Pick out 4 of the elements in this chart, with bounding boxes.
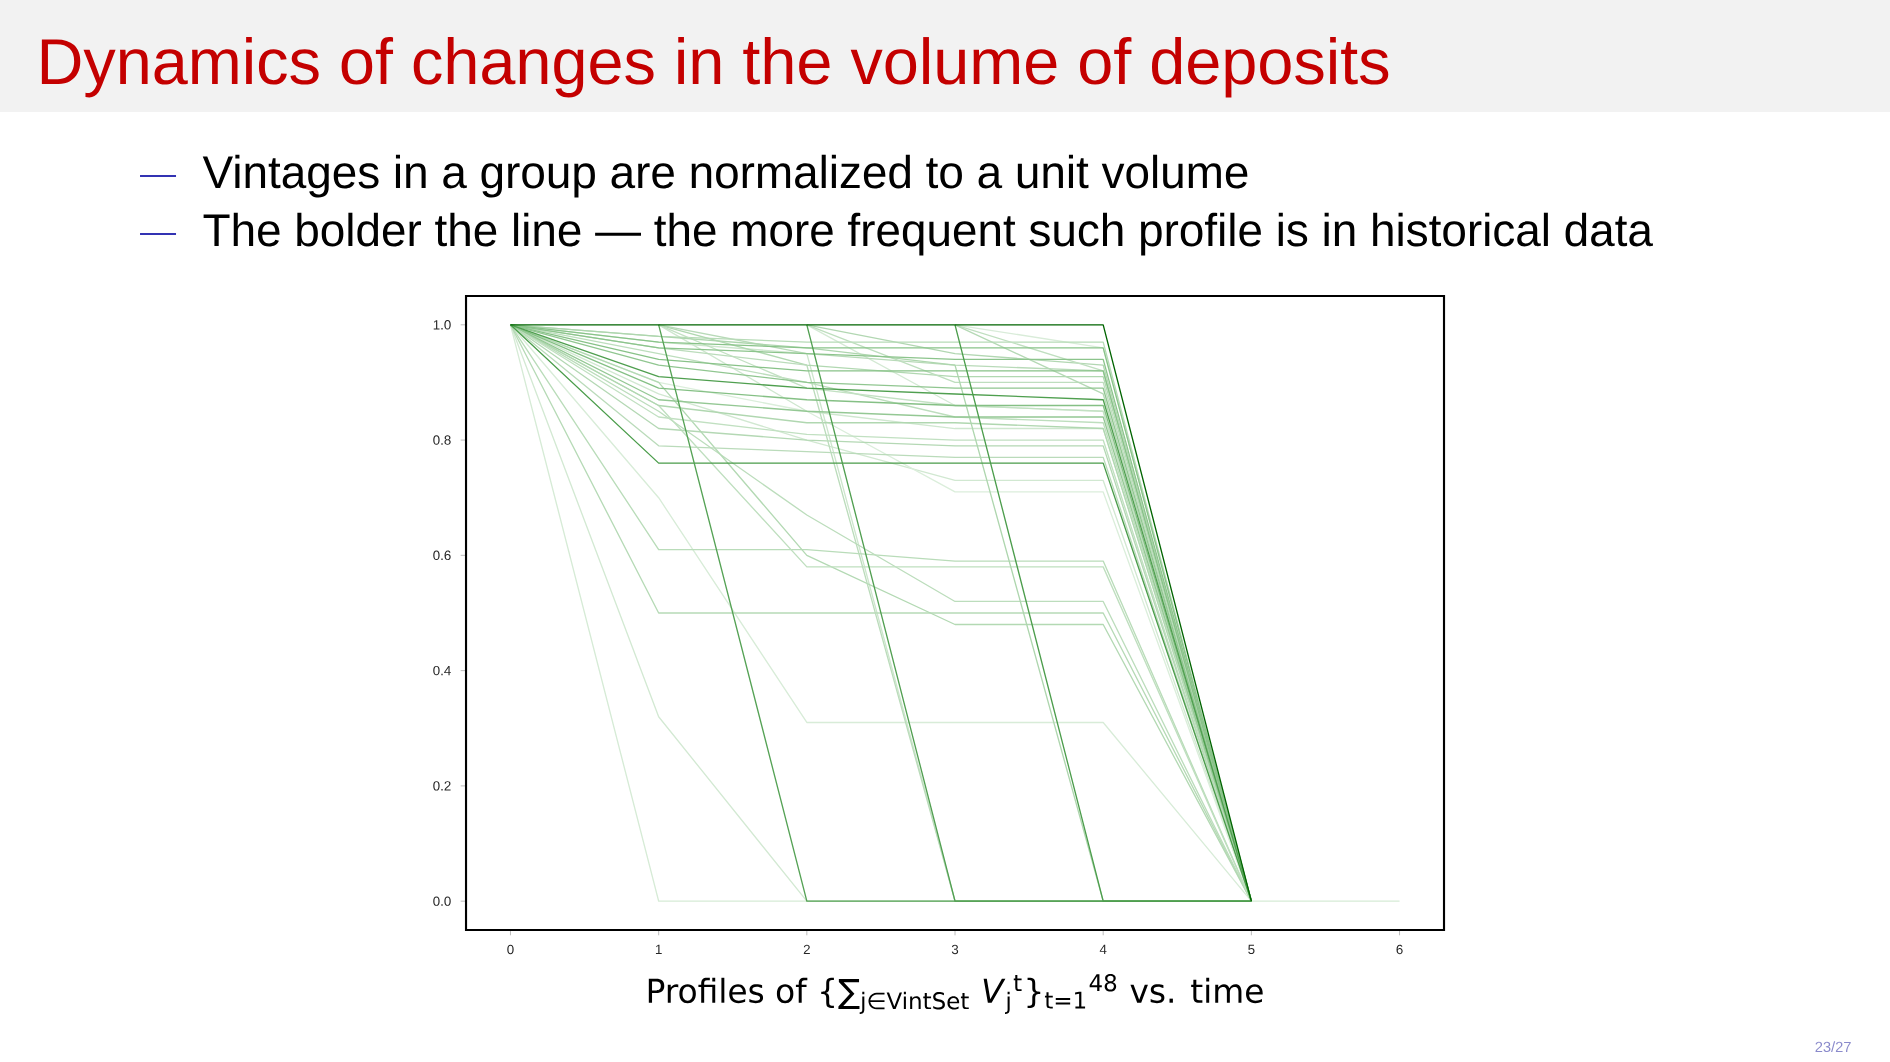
text: Vintages in a group are normalized to a unit volume bbox=[202, 154, 1248, 198]
chart-title: Dynamics of changes in the volume of deposits bbox=[41, 37, 1389, 98]
text: The bolder the line — the more frequent such profile is in historical data bbox=[203, 212, 1653, 256]
text: Profiles of {∑$_{j∈VintSet}$ V$_{j}$$^{t}$}$_{t=1}$$^{48}$ vs. time bbox=[648, 974, 1263, 1014]
